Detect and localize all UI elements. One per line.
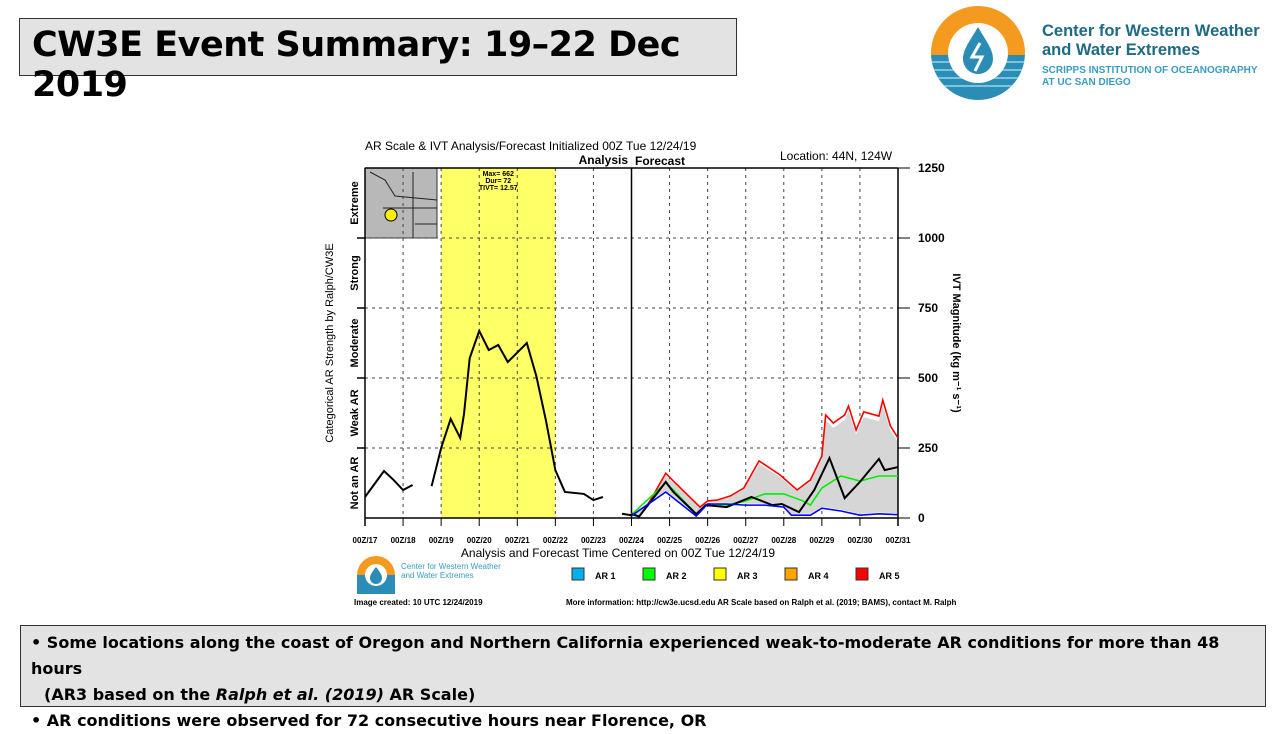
- ar-event-dur: Dur= 72: [485, 178, 511, 185]
- y-axis-left-label: Categorical AR Strength by Ralph/CW3E: [324, 243, 336, 442]
- x-tick-label: 00Z/27: [733, 536, 758, 545]
- bullet-1-cont: (AR3 based on the Ralph et al. (2019) AR…: [31, 682, 1255, 708]
- chart-location: Location: 44N, 124W: [780, 149, 893, 163]
- analysis-line: [364, 469, 414, 498]
- mini-logo-line2: and Water Extremes: [401, 571, 474, 580]
- mini-logo-line1: Center for Western Weather: [401, 562, 501, 571]
- category-label: Extreme: [349, 181, 361, 224]
- ar-event-tivt: TIVT= 12.57: [479, 185, 518, 192]
- y-tick-label: 500: [918, 371, 938, 385]
- mini-cw3e-logo: Center for Western Weather and Water Ext…: [357, 556, 501, 594]
- category-label: Weak AR: [349, 389, 361, 436]
- x-axis-label: Analysis and Forecast Time Centered on 0…: [461, 546, 776, 560]
- map-borders: [369, 171, 438, 238]
- slide-title: CW3E Event Summary: 19–22 Dec 2019: [32, 25, 681, 105]
- cw3e-logo: Center for Western Weather and Water Extr…: [930, 5, 1280, 105]
- logo-sub-line1: SCRIPPS INSTITUTION OF OCEANOGRAPHY: [1042, 65, 1258, 76]
- bullet-1: • Some locations along the coast of Oreg…: [31, 633, 1220, 678]
- location-marker: [384, 208, 398, 222]
- analysis-label: Analysis: [579, 153, 629, 167]
- x-tick-label: 00Z/18: [391, 536, 416, 545]
- legend-swatch-ar5: [855, 567, 869, 581]
- analysis-line: [430, 328, 604, 502]
- x-tick-label: 00Z/23: [581, 536, 606, 545]
- x-tick-label: 00Z/25: [657, 536, 682, 545]
- bullet-2: • AR conditions were observed for 72 con…: [31, 711, 707, 730]
- location-map: [364, 167, 438, 239]
- logo-sub-line2: AT UC SAN DIEGO: [1042, 77, 1131, 88]
- category-label: Strong: [349, 255, 361, 290]
- legend-label: AR 3: [737, 571, 758, 581]
- logo-name-line2: and Water Extremes: [1042, 41, 1201, 59]
- x-tick-label: 00Z/17: [353, 536, 378, 545]
- ar-scale-chart: AR Scale & IVT Analysis/Forecast Initial…: [324, 139, 962, 607]
- y-tick-label: 1250: [918, 161, 945, 175]
- legend-label: AR 1: [595, 571, 616, 581]
- more-info-text: More information: http://cw3e.ucsd.edu A…: [566, 598, 957, 607]
- bullet-1-citation: Ralph et al. (2019): [215, 685, 384, 704]
- logo-name: Center for Western Weather and Water Extr…: [1042, 22, 1260, 60]
- forecast-line-min: [631, 490, 899, 518]
- ar-event-band: [441, 168, 556, 518]
- bullet-2-text: AR conditions were observed for 72 conse…: [46, 711, 707, 730]
- x-tick-label: 00Z/30: [847, 536, 872, 545]
- cw3e-logo-emblem: [931, 6, 1025, 100]
- analysis-line: [621, 512, 632, 517]
- x-tick-label: 00Z/21: [505, 536, 530, 545]
- x-tick-label: 00Z/28: [771, 536, 796, 545]
- ensemble-spread-band: [631, 406, 898, 517]
- forecast-label: Forecast: [635, 154, 685, 168]
- x-tick-label: 00Z/24: [619, 536, 644, 545]
- bullet-1-cont-a: (AR3 based on the: [44, 685, 216, 704]
- ar-event-max: Max= 662: [483, 171, 514, 178]
- forecast-line-control: [631, 455, 899, 518]
- x-tick-label: 00Z/22: [543, 536, 568, 545]
- bullet-1-text: Some locations along the coast of Oregon…: [31, 633, 1220, 678]
- y-tick-label: 1000: [918, 231, 945, 245]
- x-tick-label: 00Z/20: [467, 536, 492, 545]
- legend-label: AR 4: [808, 571, 829, 581]
- summary-bullets: • Some locations along the coast of Oreg…: [20, 625, 1266, 730]
- image-created-text: Image created: 10 UTC 12/24/2019: [354, 598, 483, 607]
- logo-subtitle: SCRIPPS INSTITUTION OF OCEANOGRAPHY AT UC…: [1042, 65, 1258, 89]
- legend-swatch-ar2: [642, 567, 656, 581]
- x-tick-label: 00Z/29: [809, 536, 834, 545]
- y-tick-label: 250: [918, 441, 938, 455]
- bullet-1-cont-b: AR Scale): [383, 685, 476, 704]
- legend-swatch-ar4: [784, 567, 798, 581]
- y-axis-right-label: IVT Magnitude (kg m⁻¹ s⁻¹): [950, 273, 962, 413]
- chart-title: AR Scale & IVT Analysis/Forecast Initial…: [365, 139, 697, 153]
- y-tick-label: 0: [918, 511, 925, 525]
- slide-title-box: CW3E Event Summary: 19–22 Dec 2019: [19, 18, 737, 105]
- category-label: Moderate: [349, 319, 361, 368]
- x-tick-label: 00Z/26: [695, 536, 720, 545]
- y-tick-label: 750: [918, 301, 938, 315]
- logo-name-line1: Center for Western Weather: [1042, 22, 1260, 40]
- forecast-line-max: [631, 397, 899, 518]
- legend-label: AR 2: [666, 571, 687, 581]
- x-tick-label: 00Z/19: [429, 536, 454, 545]
- x-tick-label: 00Z/31: [886, 536, 911, 545]
- legend-label: AR 5: [879, 571, 900, 581]
- category-label: Not an AR: [349, 457, 361, 510]
- legend-swatch-ar3: [713, 567, 727, 581]
- legend-swatch-ar1: [571, 567, 585, 581]
